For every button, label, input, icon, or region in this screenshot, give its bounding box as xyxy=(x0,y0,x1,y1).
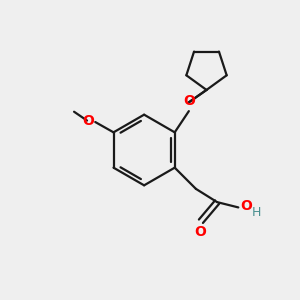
Text: O: O xyxy=(183,94,195,108)
Text: H: H xyxy=(252,206,261,219)
Text: O: O xyxy=(240,199,252,213)
Text: O: O xyxy=(194,225,206,239)
Text: O: O xyxy=(82,114,94,128)
